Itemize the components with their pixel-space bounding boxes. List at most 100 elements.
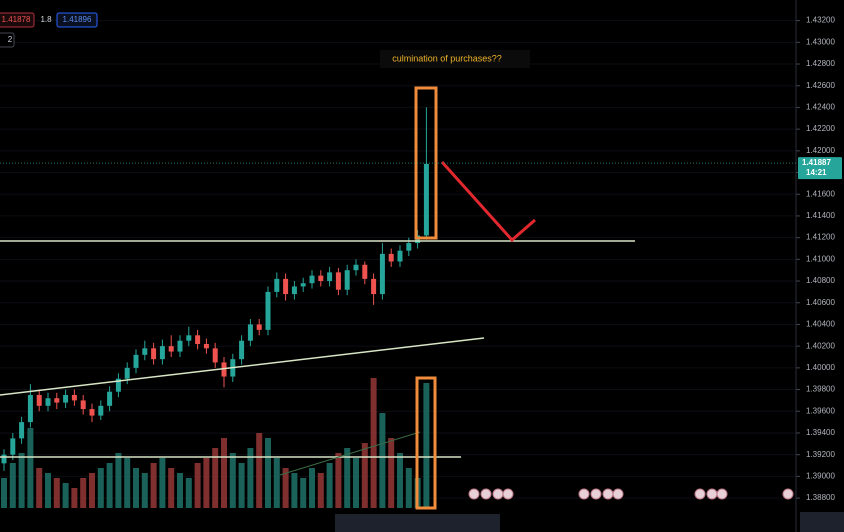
candle-body (142, 348, 148, 355)
volume-bar (159, 458, 166, 508)
event-icon[interactable] (468, 488, 480, 500)
corner-box (800, 512, 844, 532)
candle-body (159, 346, 165, 360)
y-tick-label: 1.42000 (806, 146, 835, 155)
candle-body (221, 362, 227, 377)
candle-body (283, 278, 289, 295)
y-tick-label: 1.38800 (806, 493, 835, 502)
candle-body (151, 348, 157, 360)
sell-button[interactable] (0, 12, 35, 28)
event-icon[interactable] (590, 488, 602, 500)
volume-bar (273, 458, 280, 508)
volume-bar (397, 453, 403, 508)
volume-bar (194, 463, 201, 508)
volume-bar (423, 383, 430, 508)
y-tick-label: 1.42400 (806, 103, 835, 112)
last-price-box (798, 157, 842, 180)
volume-bar (141, 473, 148, 508)
y-tick-label: 1.42800 (806, 59, 835, 68)
event-icon[interactable] (694, 488, 706, 500)
candle-body (423, 163, 429, 236)
event-icon[interactable] (578, 488, 590, 500)
candle-body (89, 409, 95, 416)
event-icon[interactable] (492, 488, 504, 500)
volume-bar (97, 468, 104, 508)
volume-bar (309, 468, 315, 508)
candle-body (133, 354, 139, 368)
sell-price[interactable]: 1.41878 (2, 15, 31, 24)
candle-body (27, 394, 33, 423)
candle-body (36, 394, 42, 406)
candle-body (203, 343, 209, 349)
volume-bar (150, 463, 157, 508)
candle-body (256, 324, 262, 330)
y-tick-label: 1.41600 (806, 189, 835, 198)
candle-body (107, 391, 113, 406)
volume-bar (177, 473, 183, 508)
candle-body (291, 286, 297, 295)
volume-trend (279, 431, 421, 476)
trend-line (0, 337, 485, 396)
buy-price[interactable]: 1.41896 (63, 15, 92, 24)
y-tick-label: 1.41000 (806, 254, 835, 263)
candle-body (309, 275, 315, 284)
last-price-label: 1.41887 (802, 158, 831, 167)
candle-body (63, 394, 69, 403)
volume-bar (53, 478, 60, 508)
buy-button[interactable] (56, 12, 98, 28)
spread: 1.8 (40, 15, 52, 24)
event-icon[interactable] (480, 488, 492, 500)
event-icon[interactable] (612, 488, 624, 500)
candle-body (98, 405, 104, 416)
event-icon[interactable] (782, 488, 794, 500)
candle-body (388, 253, 394, 262)
volume-bar (168, 468, 175, 508)
volume-bar (317, 473, 324, 508)
candle-body (300, 283, 306, 287)
volume-bar (27, 428, 34, 508)
candle-body (177, 340, 183, 352)
volume-bar (256, 433, 263, 508)
volume-bar (62, 483, 69, 508)
y-tick-label: 1.43200 (806, 16, 835, 25)
candle-body (327, 272, 333, 282)
volume-layer (1, 378, 430, 508)
volume-bar (45, 473, 51, 508)
volume-bar (300, 478, 307, 508)
volume-bar (229, 453, 236, 508)
indicator-count[interactable]: 2 (8, 35, 13, 44)
y-tick-label: 1.40600 (806, 298, 835, 307)
event-icon[interactable] (706, 488, 718, 500)
volume-bar (238, 463, 245, 508)
volume-bar (265, 438, 271, 508)
candle-body (353, 264, 359, 271)
candle-body (344, 270, 350, 290)
y-tick-label: 1.39800 (806, 385, 835, 394)
candle-body (335, 272, 341, 290)
event-icon[interactable] (502, 488, 514, 500)
volume-bar (106, 463, 113, 508)
event-icon[interactable] (602, 488, 614, 500)
candle-layer (1, 107, 429, 471)
candle-body (124, 367, 130, 379)
y-tick-label: 1.41400 (806, 211, 835, 220)
volume-bar (221, 438, 227, 508)
event-icon[interactable] (716, 488, 728, 500)
y-tick-label: 1.39600 (806, 406, 835, 415)
volume-bar (291, 473, 298, 508)
volume-bar (18, 453, 25, 508)
candle-body (80, 400, 86, 410)
indicator-toggle[interactable] (0, 32, 15, 48)
volume-bar (405, 468, 412, 508)
candle-body (19, 422, 25, 439)
candle-body (186, 335, 192, 341)
annotation: culmination of purchases?? (392, 53, 502, 63)
candle-body (265, 291, 271, 330)
volume-bar (388, 438, 395, 508)
candle-body (115, 378, 121, 392)
candle-body (1, 454, 7, 464)
volume-bar (326, 463, 333, 508)
highlight-box (415, 376, 437, 510)
y-tick-label: 1.39000 (806, 471, 835, 480)
